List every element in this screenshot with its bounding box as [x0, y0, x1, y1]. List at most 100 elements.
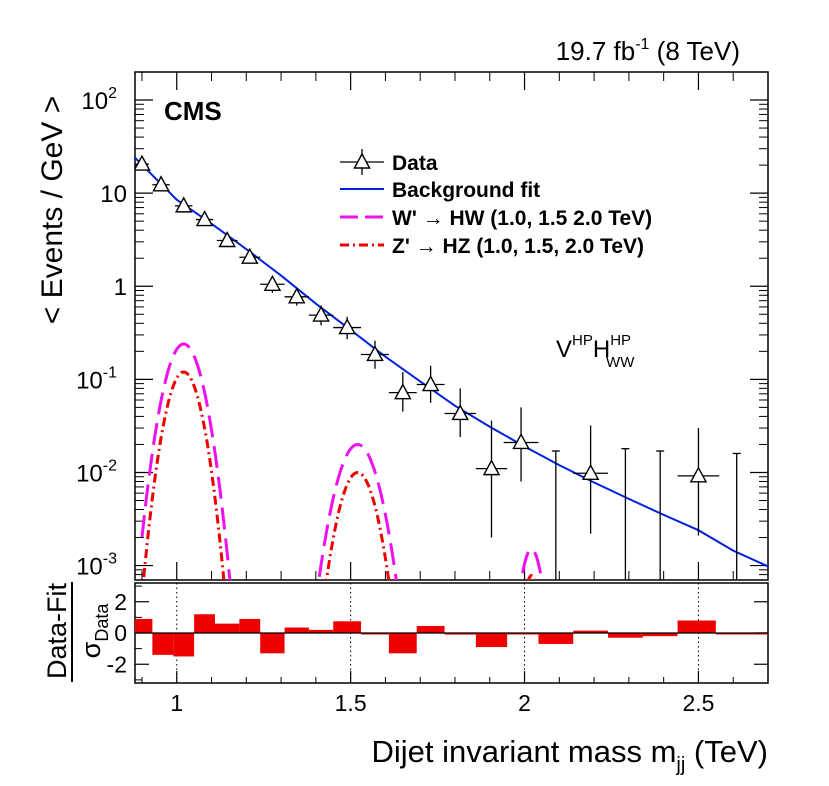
- data-point: [573, 425, 609, 534]
- data-marker: [240, 247, 259, 264]
- y-tick-base: 10: [76, 460, 103, 487]
- ratio-panel: [135, 614, 768, 657]
- background-fit-layer: [135, 156, 768, 568]
- ratio-bar: [608, 633, 643, 638]
- ratio-y-numerator: Data-Fit: [42, 583, 72, 680]
- ratio-bar: [475, 633, 508, 648]
- legend-data-marker: [353, 152, 371, 169]
- experiment-label: CMS: [164, 96, 222, 126]
- ratio-bar: [444, 633, 476, 635]
- data-marker: [581, 463, 600, 480]
- data-point: [333, 316, 362, 340]
- zprime-signal-curve: [324, 470, 391, 580]
- signal-curves: [140, 342, 544, 580]
- data-marker: [174, 196, 193, 213]
- ratio-bar: [677, 620, 716, 633]
- y-tick-label: 1: [114, 274, 127, 301]
- zprime-signal-curve: [142, 370, 226, 580]
- y-tick-exponent: -1: [103, 364, 117, 381]
- data-point: [174, 196, 193, 213]
- ratio-bar: [388, 633, 417, 654]
- data-marker: [366, 345, 384, 362]
- data-marker: [451, 404, 469, 421]
- data-marker: [689, 466, 708, 483]
- data-point: [216, 231, 238, 248]
- ratio-bar: [361, 633, 389, 635]
- y-tick-exponent: -3: [103, 551, 117, 568]
- ratio-bar: [194, 614, 215, 633]
- ratio-bar: [152, 633, 174, 655]
- y-tick-base: 10: [76, 554, 103, 581]
- y-tick-label: 10-1: [76, 364, 117, 394]
- x-tick-label: 2.5: [682, 690, 714, 716]
- ratio-y-axis-title: Data-Fit σData: [42, 582, 112, 682]
- ratio-bar: [239, 618, 261, 633]
- x-tick-label: 1: [170, 690, 183, 716]
- data-point: [239, 247, 261, 264]
- y-tick-label: 102: [81, 85, 117, 115]
- y-tick-label: 10-3: [76, 551, 117, 581]
- ratio-bar: [538, 633, 574, 644]
- legend-label: W' → HW (1.0, 1.5 2.0 TeV): [392, 207, 652, 230]
- y-tick-label: 10-2: [76, 457, 117, 487]
- data-point: [444, 388, 476, 438]
- y-tick-exponent: -2: [103, 457, 117, 474]
- data-points: [135, 154, 741, 580]
- ratio-bar: [416, 625, 445, 633]
- x-tick-label: 1.5: [335, 690, 367, 716]
- ratio-y-denominator: σData: [76, 603, 112, 659]
- category-label: VHPHHP WW: [556, 332, 635, 371]
- y-tick-base: 10: [100, 181, 127, 208]
- data-marker: [338, 318, 356, 335]
- data-point: [260, 274, 285, 293]
- y-tick-base: 10: [81, 88, 108, 115]
- ratio-bar: [642, 633, 678, 637]
- ratio-bar: [173, 633, 195, 657]
- legend-label: Z' → HZ (1.0, 1.5, 2.0 TeV): [392, 235, 644, 258]
- data-marker: [152, 175, 170, 192]
- data-point: [503, 407, 539, 482]
- legend-entry-fit: Background fit: [340, 179, 540, 202]
- data-point: [416, 365, 445, 403]
- data-point: [308, 305, 334, 326]
- ratio-bar: [260, 633, 285, 654]
- x-axis-title: Dijet invariant mass mjj (TeV): [372, 734, 769, 776]
- data-point: [677, 428, 720, 536]
- y-tick-base: 10: [76, 367, 103, 394]
- data-marker: [195, 210, 214, 227]
- zprime-signal-curve: [526, 573, 537, 580]
- wprime-signal-curve: [317, 442, 398, 580]
- data-marker: [394, 383, 412, 400]
- ratio-bar: [214, 623, 240, 633]
- data-marker: [287, 287, 306, 304]
- ratio-bar: [308, 629, 334, 633]
- ratio-bar: [715, 633, 768, 635]
- legend: Data Background fit W' → HW (1.0, 1.5 2.0 …: [340, 149, 652, 258]
- data-marker: [218, 231, 236, 248]
- legend-label: Data: [392, 152, 438, 175]
- legend-entry-wprime: W' → HW (1.0, 1.5 2.0 TeV): [340, 207, 652, 230]
- data-point: [284, 287, 309, 306]
- data-marker: [312, 305, 330, 322]
- data-marker: [482, 459, 501, 476]
- data-marker: [135, 154, 151, 171]
- wprime-signal-curve: [140, 342, 232, 580]
- lumi-label: 19.7 fb-1 (8 TeV): [556, 36, 740, 66]
- ratio-y-tick-label: -2: [107, 651, 127, 677]
- data-marker: [421, 375, 440, 392]
- background-fit-curve: [135, 156, 768, 568]
- data-marker: [512, 432, 530, 450]
- y-tick-label: 10: [100, 181, 127, 208]
- data-marker: [263, 274, 282, 291]
- data-point: [388, 371, 417, 412]
- x-tick-label: 2: [518, 690, 531, 716]
- ratio-bar: [284, 627, 309, 633]
- wprime-signal-curve: [519, 547, 544, 580]
- data-point: [475, 420, 508, 538]
- ratio-y-tick-label: 0: [114, 620, 127, 646]
- y-axis-title: < Events / GeV >: [36, 96, 69, 324]
- data-point: [195, 210, 214, 227]
